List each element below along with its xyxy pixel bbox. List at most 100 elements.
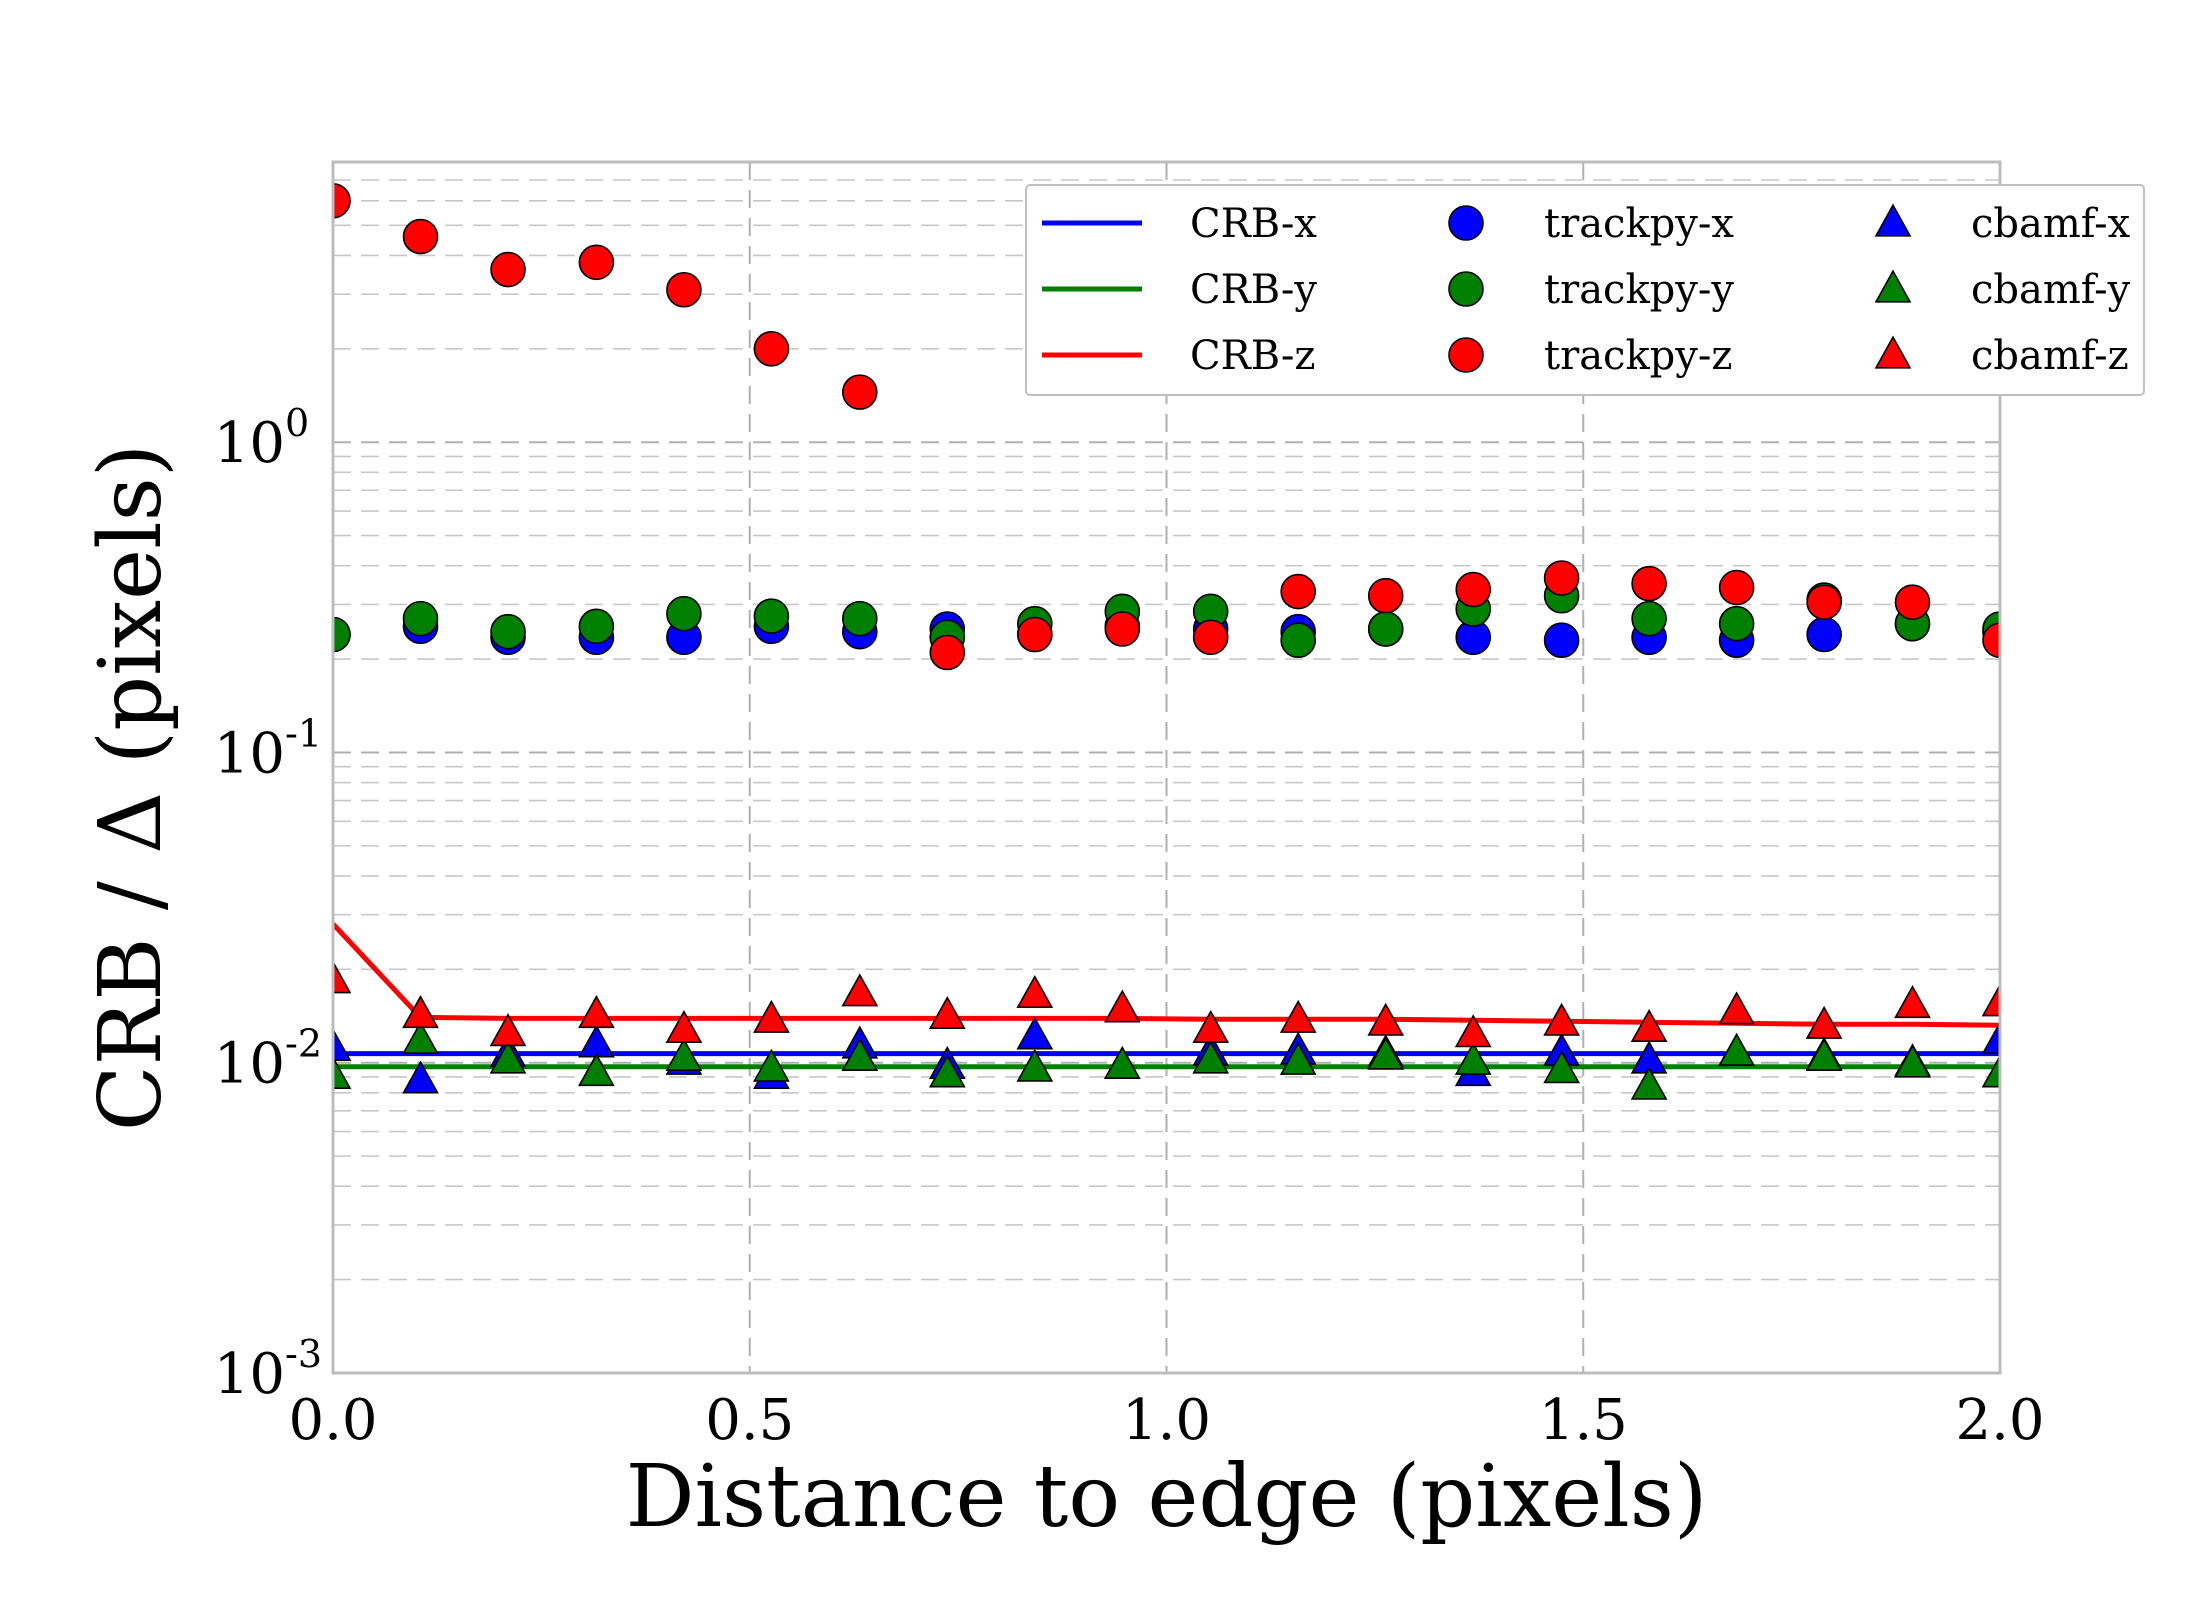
legend-entry-trackpy-z: trackpy-z: [1448, 333, 1732, 379]
marker-cbamf-y: [402, 1020, 439, 1054]
legend-entry-CRB-z: CRB-z: [1042, 333, 1315, 379]
marker-trackpy-z: [1104, 611, 1141, 647]
marker-trackpy-z: [1280, 573, 1316, 610]
marker-cbamf-z: [928, 995, 966, 1029]
marker-trackpy-y: [402, 600, 439, 637]
marker-cbamf-y: [1894, 1044, 1931, 1078]
marker-cbamf-y: [1543, 1050, 1580, 1084]
marker-trackpy-y: [1718, 605, 1755, 642]
marker-cbamf-z: [333, 960, 352, 994]
y-tick-base: 10: [214, 411, 285, 476]
y-tick-label: 10: [214, 411, 285, 476]
y-tick-base: 10: [214, 1032, 285, 1097]
marker-cbamf-y: [1805, 1037, 1843, 1071]
marker-cbamf-y: [1192, 1040, 1230, 1074]
marker-trackpy-z: [666, 271, 702, 308]
marker-cbamf-z: [578, 995, 615, 1029]
y-tick-label: 10: [214, 721, 285, 786]
marker-trackpy-z: [1543, 560, 1580, 596]
marker-trackpy-y: [753, 598, 790, 634]
marker-cbamf-y: [578, 1053, 615, 1087]
marker-trackpy-z: [490, 251, 526, 288]
x-tick-label: 1.0: [1122, 1388, 1211, 1453]
plot-frame: [331, 160, 2002, 1375]
legend-entry-trackpy-x: trackpy-x: [1448, 201, 1734, 247]
marker-cbamf-y: [1016, 1048, 1054, 1082]
x-tick-label: 1.5: [1539, 1388, 1628, 1453]
marker-trackpy-z: [1894, 584, 1931, 621]
legend-entry-cbamf-x: cbamf-x: [1874, 201, 2131, 247]
marker-cbamf-y: [1981, 1054, 2000, 1088]
legend-label: trackpy-x: [1544, 201, 1734, 247]
y-tick-exponent: -2: [285, 1022, 322, 1066]
legend-entry-trackpy-y: trackpy-y: [1448, 267, 1734, 313]
marker-cbamf-x: [333, 1027, 352, 1061]
y-tick-label: 10: [214, 1032, 285, 1097]
marker-trackpy-z: [1806, 584, 1842, 621]
marker-cbamf-y: [1367, 1036, 1405, 1070]
marker-trackpy-y: [578, 608, 615, 645]
legend: CRB-x CRB-y CRB-z trackpy-x trackpy-y trackpy…: [1025, 184, 2145, 396]
marker-cbamf-y: [1718, 1032, 1755, 1066]
marker-cbamf-y: [1454, 1041, 1492, 1075]
marker-cbamf-y: [333, 1055, 352, 1089]
marker-cbamf-z: [841, 973, 879, 1007]
marker-trackpy-z: [333, 182, 351, 219]
legend-label: cbamf-z: [1971, 333, 2129, 379]
x-tick-label: 0.5: [705, 1388, 794, 1453]
marker-cbamf-z: [1630, 1008, 1668, 1042]
marker-trackpy-z: [402, 218, 439, 255]
legend-entry-cbamf-y: cbamf-y: [1874, 267, 2131, 313]
y-axis-label: CRB / Δ (pixels): [81, 444, 181, 1132]
data-markers: [333, 182, 2000, 1100]
marker-trackpy-y: [1631, 600, 1667, 637]
marker-cbamf-z: [753, 999, 790, 1033]
legend-triangle-swatch: [1874, 203, 1912, 237]
marker-cbamf-z: [489, 1013, 527, 1047]
legend-entry-cbamf-z: cbamf-z: [1874, 333, 2129, 379]
marker-trackpy-y: [666, 595, 702, 632]
marker-cbamf-x: [578, 1024, 615, 1058]
marker-cbamf-z: [1543, 1002, 1580, 1036]
y-tick-base: 10: [214, 1342, 285, 1407]
marker-trackpy-z: [578, 244, 615, 281]
y-tick-exponent: -1: [285, 711, 322, 755]
marker-cbamf-z: [1981, 983, 2000, 1017]
marker-trackpy-z: [1455, 571, 1492, 608]
marker-cbamf-z: [1454, 1014, 1492, 1048]
marker-cbamf-z: [1192, 1009, 1230, 1043]
x-axis-label: Distance to edge (pixels): [626, 1447, 1708, 1547]
marker-trackpy-y: [333, 616, 351, 653]
marker-trackpy-z: [929, 634, 966, 671]
legend-triangle-swatch: [1874, 269, 1912, 303]
marker-cbamf-z: [1718, 991, 1755, 1025]
marker-cbamf-z: [402, 995, 439, 1029]
marker-cbamf-z: [1016, 974, 1054, 1009]
marker-cbamf-x: [1981, 1020, 2000, 1054]
marker-trackpy-z: [1631, 565, 1667, 602]
marker-cbamf-y: [1279, 1041, 1317, 1075]
marker-trackpy-y: [1367, 611, 1404, 647]
marker-trackpy-z: [841, 374, 878, 410]
y-tick-exponent: -3: [285, 1332, 322, 1376]
marker-trackpy-y: [841, 600, 878, 637]
x-tick-label: 2.0: [1955, 1388, 2044, 1453]
marker-trackpy-z: [1367, 577, 1404, 614]
marker-cbamf-y: [753, 1048, 790, 1082]
marker-trackpy-z: [753, 330, 790, 367]
marker-cbamf-z: [1279, 999, 1317, 1033]
marker-cbamf-z: [1894, 985, 1931, 1019]
legend-label: CRB-y: [1190, 267, 1317, 313]
legend-label: trackpy-y: [1544, 267, 1734, 313]
marker-cbamf-z: [1367, 1002, 1405, 1036]
legend-label: cbamf-x: [1971, 201, 2131, 247]
legend-circle-swatch: [1448, 337, 1484, 373]
marker-cbamf-y: [928, 1054, 966, 1088]
marker-cbamf-z: [1103, 989, 1141, 1023]
y-tick-base: 10: [214, 721, 285, 786]
legend-triangle-swatch: [1874, 335, 1912, 369]
marker-trackpy-y: [490, 613, 526, 650]
marker-trackpy-z: [1192, 619, 1229, 656]
